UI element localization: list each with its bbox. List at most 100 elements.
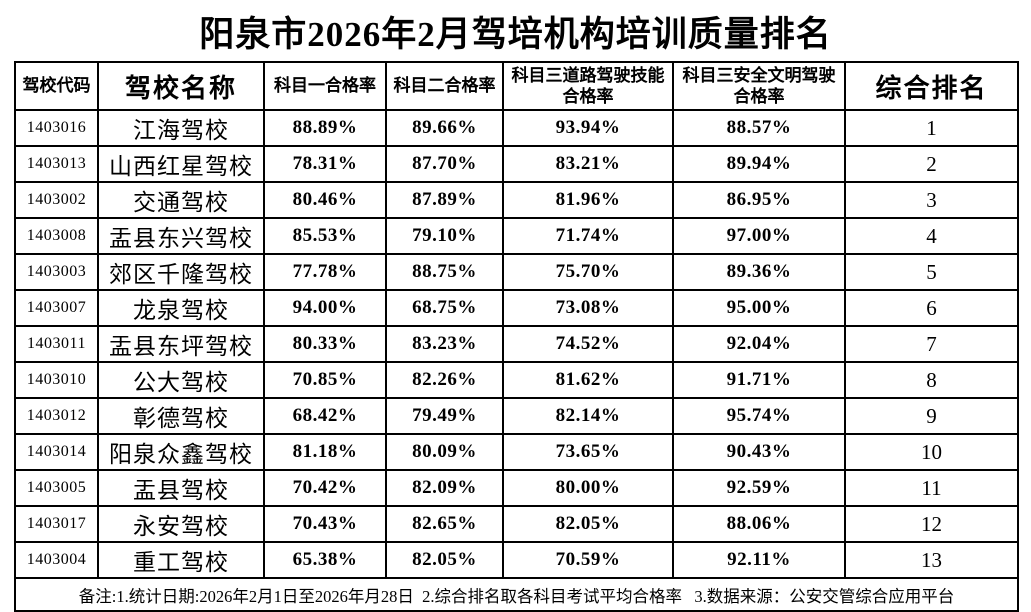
table-row: 1403016 江海驾校 88.89% 89.66% 93.94% 88.57% 1 xyxy=(14,109,1019,147)
subject1-rate-cell: 94.00% xyxy=(263,289,387,327)
table-row: 1403011 盂县东坪驾校 80.33% 83.23% 74.52% 92.04% 7 xyxy=(14,325,1019,363)
subject3-safe-rate-cell: 89.94% xyxy=(672,145,846,183)
school-code-cell: 1403016 xyxy=(14,109,99,147)
subject2-rate-cell: 79.10% xyxy=(385,217,504,255)
subject1-rate-cell: 81.18% xyxy=(263,433,387,471)
school-code-cell: 1403011 xyxy=(14,325,99,363)
subject3-road-rate-cell: 82.05% xyxy=(502,505,674,543)
subject3-safe-rate-cell: 90.43% xyxy=(672,433,846,471)
subject2-rate-cell: 80.09% xyxy=(385,433,504,471)
subject3-road-rate-cell: 74.52% xyxy=(502,325,674,363)
school-code-cell: 1403005 xyxy=(14,469,99,507)
school-code-cell: 1403013 xyxy=(14,145,99,183)
subject1-rate-cell: 70.85% xyxy=(263,361,387,399)
school-name-cell: 盂县东坪驾校 xyxy=(97,325,265,363)
subject3-safe-rate-cell: 95.00% xyxy=(672,289,846,327)
school-code-cell: 1403012 xyxy=(14,397,99,435)
school-name-cell: 公大驾校 xyxy=(97,361,265,399)
subject3-safe-rate-cell: 97.00% xyxy=(672,217,846,255)
subject3-road-rate-cell: 73.08% xyxy=(502,289,674,327)
subject1-rate-cell: 65.38% xyxy=(263,541,387,579)
table-row: 1403017 永安驾校 70.43% 82.65% 82.05% 88.06% 12 xyxy=(14,505,1019,543)
subject2-rate-cell: 79.49% xyxy=(385,397,504,435)
overall-rank-cell: 1 xyxy=(844,109,1019,147)
overall-rank-cell: 3 xyxy=(844,181,1019,219)
subject1-rate-cell: 85.53% xyxy=(263,217,387,255)
school-code-cell: 1403017 xyxy=(14,505,99,543)
school-name-cell: 江海驾校 xyxy=(97,109,265,147)
subject1-rate-cell: 80.33% xyxy=(263,325,387,363)
header-school-name: 驾校名称 xyxy=(97,61,265,111)
school-code-cell: 1403014 xyxy=(14,433,99,471)
school-code-cell: 1403002 xyxy=(14,181,99,219)
header-subject1-rate: 科目一合格率 xyxy=(263,61,387,111)
table-row: 1403004 重工驾校 65.38% 82.05% 70.59% 92.11% 13 xyxy=(14,541,1019,579)
school-code-cell: 1403004 xyxy=(14,541,99,579)
table-row: 1403014 阳泉众鑫驾校 81.18% 80.09% 73.65% 90.43% 10 xyxy=(14,433,1019,471)
school-code-cell: 1403003 xyxy=(14,253,99,291)
overall-rank-cell: 8 xyxy=(844,361,1019,399)
subject3-safe-rate-cell: 95.74% xyxy=(672,397,846,435)
overall-rank-cell: 12 xyxy=(844,505,1019,543)
school-name-cell: 郊区千隆驾校 xyxy=(97,253,265,291)
table-row: 1403005 盂县驾校 70.42% 82.09% 80.00% 92.59% 11 xyxy=(14,469,1019,507)
subject1-rate-cell: 68.42% xyxy=(263,397,387,435)
header-subject3-safe-rate: 科目三安全文明驾驶 合格率 xyxy=(672,61,846,111)
school-code-cell: 1403010 xyxy=(14,361,99,399)
overall-rank-cell: 10 xyxy=(844,433,1019,471)
overall-rank-cell: 5 xyxy=(844,253,1019,291)
subject3-safe-rate-cell: 86.95% xyxy=(672,181,846,219)
overall-rank-cell: 6 xyxy=(844,289,1019,327)
page: 阳泉市2026年2月驾培机构培训质量排名 驾校代码 驾校名称 科目一合格率 科目… xyxy=(0,14,1031,612)
table-row: 1403002 交通驾校 80.46% 87.89% 81.96% 86.95% 3 xyxy=(14,181,1019,219)
header-row: 驾校代码 驾校名称 科目一合格率 科目二合格率 科目三道路驾驶技能 合格率 科目… xyxy=(14,61,1019,111)
subject3-safe-rate-cell: 89.36% xyxy=(672,253,846,291)
subject3-safe-rate-cell: 92.59% xyxy=(672,469,846,507)
subject2-rate-cell: 89.66% xyxy=(385,109,504,147)
subject3-road-rate-cell: 83.21% xyxy=(502,145,674,183)
subject3-road-rate-cell: 81.62% xyxy=(502,361,674,399)
overall-rank-cell: 4 xyxy=(844,217,1019,255)
subject1-rate-cell: 70.42% xyxy=(263,469,387,507)
subject2-rate-cell: 82.26% xyxy=(385,361,504,399)
subject1-rate-cell: 77.78% xyxy=(263,253,387,291)
school-name-cell: 阳泉众鑫驾校 xyxy=(97,433,265,471)
overall-rank-cell: 2 xyxy=(844,145,1019,183)
school-name-cell: 重工驾校 xyxy=(97,541,265,579)
subject2-rate-cell: 87.89% xyxy=(385,181,504,219)
header-subject3-road-rate: 科目三道路驾驶技能 合格率 xyxy=(502,61,674,111)
header-school-code: 驾校代码 xyxy=(14,61,99,111)
school-name-cell: 交通驾校 xyxy=(97,181,265,219)
subject3-safe-rate-cell: 92.11% xyxy=(672,541,846,579)
table-row: 1403008 盂县东兴驾校 85.53% 79.10% 71.74% 97.00% 4 xyxy=(14,217,1019,255)
table-footer: 备注:1.统计日期:2026年2月1日至2026年月28日 2.综合排名取各科目… xyxy=(14,577,1019,612)
subject3-safe-rate-cell: 92.04% xyxy=(672,325,846,363)
table-body: 1403016 江海驾校 88.89% 89.66% 93.94% 88.57% 1 1403… xyxy=(14,109,1019,579)
school-name-cell: 彰德驾校 xyxy=(97,397,265,435)
table-row: 1403003 郊区千隆驾校 77.78% 88.75% 75.70% 89.36% 5 xyxy=(14,253,1019,291)
overall-rank-cell: 9 xyxy=(844,397,1019,435)
subject1-rate-cell: 88.89% xyxy=(263,109,387,147)
school-name-cell: 盂县东兴驾校 xyxy=(97,217,265,255)
overall-rank-cell: 11 xyxy=(844,469,1019,507)
subject2-rate-cell: 82.65% xyxy=(385,505,504,543)
subject3-road-rate-cell: 75.70% xyxy=(502,253,674,291)
table-row: 1403010 公大驾校 70.85% 82.26% 81.62% 91.71% 8 xyxy=(14,361,1019,399)
subject2-rate-cell: 82.09% xyxy=(385,469,504,507)
subject3-road-rate-cell: 93.94% xyxy=(502,109,674,147)
subject3-safe-rate-cell: 88.06% xyxy=(672,505,846,543)
remarks-text: 备注:1.统计日期:2026年2月1日至2026年月28日 2.综合排名取各科目… xyxy=(14,577,1019,612)
school-code-cell: 1403008 xyxy=(14,217,99,255)
school-code-cell: 1403007 xyxy=(14,289,99,327)
subject3-road-rate-cell: 71.74% xyxy=(502,217,674,255)
page-title: 阳泉市2026年2月驾培机构培训质量排名 xyxy=(199,15,832,54)
subject1-rate-cell: 80.46% xyxy=(263,181,387,219)
subject2-rate-cell: 68.75% xyxy=(385,289,504,327)
subject3-road-rate-cell: 73.65% xyxy=(502,433,674,471)
header-overall-rank: 综合排名 xyxy=(844,61,1019,111)
subject3-safe-rate-cell: 91.71% xyxy=(672,361,846,399)
subject3-safe-rate-cell: 88.57% xyxy=(672,109,846,147)
table-row: 1403007 龙泉驾校 94.00% 68.75% 73.08% 95.00% 6 xyxy=(14,289,1019,327)
subject1-rate-cell: 78.31% xyxy=(263,145,387,183)
table-header: 驾校代码 驾校名称 科目一合格率 科目二合格率 科目三道路驾驶技能 合格率 科目… xyxy=(14,61,1019,111)
